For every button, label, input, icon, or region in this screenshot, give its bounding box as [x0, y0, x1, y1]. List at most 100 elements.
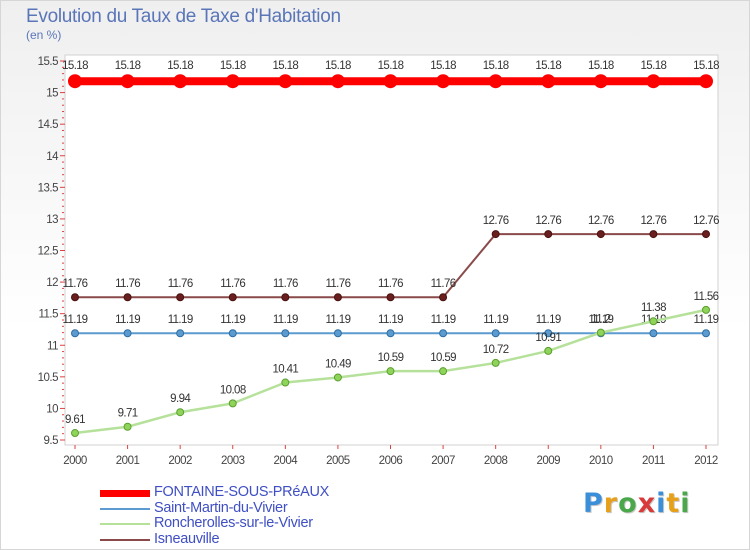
data-label-isneauville: 12.76: [535, 215, 561, 227]
data-label-saint-martin-du-vivier: 11.19: [536, 314, 561, 326]
x-tick-label: 2002: [168, 455, 192, 467]
data-point-isneauville: [439, 293, 448, 302]
data-point-isneauville: [333, 293, 342, 302]
legend-label: FONTAINE-SOUS-PRéAUX: [154, 484, 330, 500]
data-label-roncherolles-sur-le-vivier: 10.91: [535, 332, 561, 344]
data-point-saint-martin-du-vivier: [439, 329, 448, 338]
proxiti-logo: Proxiti: [583, 488, 691, 519]
data-point-saint-martin-du-vivier: [123, 329, 132, 338]
x-tick-label: 2000: [63, 455, 87, 467]
y-tick-label: 9.5: [44, 435, 59, 447]
data-label-isneauville: 11.76: [63, 278, 88, 290]
data-label-fontaine-sous-pr-aux: 15.18: [483, 60, 509, 72]
data-point-saint-martin-du-vivier: [386, 329, 395, 338]
data-label-roncherolles-sur-le-vivier: 10.59: [430, 352, 456, 364]
legend-swatch: [100, 523, 150, 525]
data-point-fontaine-sous-pr-aux: [330, 74, 345, 89]
x-tick-label: 2001: [116, 455, 140, 467]
data-point-fontaine-sous-pr-aux: [646, 74, 661, 89]
x-tick-label: 2007: [431, 455, 455, 467]
data-label-saint-martin-du-vivier: 11.19: [220, 314, 245, 326]
x-tick-label: 2012: [694, 455, 718, 467]
data-point-fontaine-sous-pr-aux: [68, 74, 82, 89]
data-label-fontaine-sous-pr-aux: 15.18: [693, 60, 719, 72]
data-label-fontaine-sous-pr-aux: 15.18: [378, 60, 404, 72]
data-label-saint-martin-du-vivier: 11.19: [378, 314, 403, 326]
logo-letter: o: [618, 488, 638, 519]
data-point-saint-martin-du-vivier: [176, 329, 185, 338]
logo-letter: i: [680, 488, 691, 519]
logo-letter: x: [637, 488, 657, 519]
data-point-fontaine-sous-pr-aux: [436, 74, 451, 89]
y-tick-label: 11.5: [38, 309, 58, 321]
data-point-isneauville: [491, 230, 500, 239]
data-point-roncherolles-sur-le-vivier: [333, 373, 342, 382]
data-label-fontaine-sous-pr-aux: 15.18: [535, 60, 561, 72]
data-point-saint-martin-du-vivier: [71, 329, 79, 338]
data-point-saint-martin-du-vivier: [544, 329, 553, 338]
data-label-roncherolles-sur-le-vivier: 11.56: [694, 291, 719, 303]
data-label-roncherolles-sur-le-vivier: 10.72: [483, 344, 509, 356]
data-point-isneauville: [281, 293, 290, 302]
data-point-fontaine-sous-pr-aux: [383, 74, 398, 89]
x-tick-label: 2003: [221, 455, 245, 467]
data-label-fontaine-sous-pr-aux: 15.18: [167, 60, 193, 72]
chart-subtitle: (en %): [26, 28, 62, 42]
data-label-fontaine-sous-pr-aux: 15.18: [115, 60, 141, 72]
legend-label: Isneauville: [154, 530, 220, 547]
data-label-saint-martin-du-vivier: 11.19: [483, 314, 508, 326]
x-tick-label: 2005: [326, 455, 350, 467]
data-point-roncherolles-sur-le-vivier: [281, 378, 290, 387]
legend-label: Saint-Martin-du-Vivier: [154, 499, 288, 516]
data-label-saint-martin-du-vivier: 11.19: [588, 314, 613, 326]
data-label-isneauville: 11.76: [378, 278, 403, 290]
data-label-isneauville: 12.76: [588, 215, 614, 227]
plot-area: [64, 54, 719, 446]
data-label-saint-martin-du-vivier: 11.19: [694, 314, 719, 326]
data-point-roncherolles-sur-le-vivier: [123, 422, 132, 431]
data-point-isneauville: [596, 230, 605, 239]
data-point-fontaine-sous-pr-aux: [541, 74, 556, 89]
data-point-fontaine-sous-pr-aux: [278, 74, 293, 89]
legend-swatch: [100, 489, 150, 497]
data-point-roncherolles-sur-le-vivier: [491, 358, 500, 367]
data-label-saint-martin-du-vivier: 11.19: [63, 314, 88, 326]
data-point-roncherolles-sur-le-vivier: [439, 367, 448, 376]
data-point-fontaine-sous-pr-aux: [593, 74, 608, 89]
data-point-roncherolles-sur-le-vivier: [71, 429, 79, 438]
data-point-fontaine-sous-pr-aux: [699, 74, 713, 89]
data-label-isneauville: 11.76: [115, 278, 140, 290]
y-tick-label: 15: [46, 88, 58, 100]
data-label-roncherolles-sur-le-vivier: 9.71: [118, 408, 138, 420]
data-label-saint-martin-du-vivier: 11.19: [325, 314, 350, 326]
legend-label: Roncherolles-sur-le-Vivier: [154, 515, 313, 531]
data-label-roncherolles-sur-le-vivier: 10.59: [378, 352, 404, 364]
data-point-saint-martin-du-vivier: [491, 329, 500, 338]
data-label-fontaine-sous-pr-aux: 15.18: [325, 60, 351, 72]
x-tick-label: 2006: [379, 455, 403, 467]
data-point-fontaine-sous-pr-aux: [488, 74, 503, 89]
data-point-fontaine-sous-pr-aux: [173, 74, 188, 89]
data-point-fontaine-sous-pr-aux: [120, 74, 135, 89]
chart-title: Evolution du Taux de Taxe d'Habitation: [26, 6, 341, 27]
legend-swatch: [100, 538, 150, 541]
data-point-saint-martin-du-vivier: [333, 329, 342, 338]
data-point-fontaine-sous-pr-aux: [225, 74, 240, 89]
data-point-roncherolles-sur-le-vivier: [228, 399, 237, 408]
logo-letter: P: [583, 488, 604, 519]
y-tick-label: 11: [47, 340, 58, 352]
data-point-saint-martin-du-vivier: [228, 329, 237, 338]
x-tick-label: 2008: [484, 455, 508, 467]
data-point-saint-martin-du-vivier: [281, 329, 290, 338]
data-point-isneauville: [702, 230, 710, 239]
data-label-saint-martin-du-vivier: 11.19: [431, 314, 456, 326]
data-label-roncherolles-sur-le-vivier: 11.2: [591, 314, 610, 326]
data-point-saint-martin-du-vivier: [702, 329, 710, 338]
y-tick-label: 14.5: [38, 119, 58, 131]
data-label-roncherolles-sur-le-vivier: 10.49: [325, 358, 351, 370]
data-label-fontaine-sous-pr-aux: 15.18: [220, 60, 246, 72]
data-label-isneauville: 11.76: [431, 278, 456, 290]
data-point-isneauville: [228, 293, 237, 302]
x-tick-label: 2011: [642, 455, 665, 467]
